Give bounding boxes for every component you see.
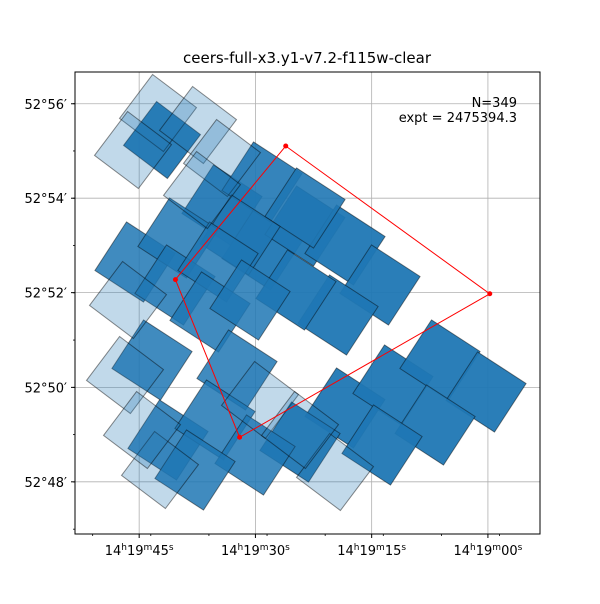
exposure-tile [88, 260, 168, 340]
exposure-tile [220, 360, 300, 440]
x-tick-label: 14h19m30s [221, 543, 290, 559]
exposure-tile [85, 335, 165, 415]
chart-title: ceers-full-x3.y1-v7.2-f115w-clear [183, 49, 432, 67]
x-tick-label: 14h19m45s [105, 543, 174, 559]
footprint-vertex [237, 434, 243, 440]
exposure-tile [111, 319, 193, 401]
y-tick-label: 52°48′ [24, 476, 67, 491]
exposure-tile [162, 150, 242, 230]
exposure-tile [182, 118, 262, 198]
y-tick-label: 52°56′ [24, 98, 67, 113]
footprint-vertex [487, 291, 493, 297]
exposure-tile [120, 430, 200, 510]
exposure-tile [118, 73, 198, 153]
x-axis-ticks: 14h19m45s 14h19m30s 14h19m15s 14h19m00s [92, 534, 523, 559]
y-axis-ticks: 52°56′ 52°54′ 52°52′ 52°50′ 52°48′ [24, 98, 75, 530]
y-tick-label: 52°54′ [24, 192, 67, 207]
x-tick-label: 14h19m00s [453, 543, 522, 559]
exposure-tile [260, 390, 340, 470]
y-tick-label: 52°52′ [24, 287, 67, 302]
exposure-tile [154, 429, 236, 511]
plot-frame [74, 71, 541, 535]
exposure-tile [214, 414, 296, 496]
footprint-vertex [172, 277, 178, 283]
exposure-tile [341, 404, 423, 486]
exposure-tile [93, 110, 173, 190]
exposure-tile [158, 85, 238, 165]
y-tick-label: 52°50′ [24, 381, 67, 396]
exposure-tile [209, 259, 291, 341]
exposure-tile [122, 100, 202, 180]
x-tick-label: 14h19m15s [337, 543, 406, 559]
footprint-vertex [283, 143, 289, 149]
exposure-tile [264, 167, 346, 249]
count-annotation: N=349 [472, 96, 517, 111]
exposure-tile [295, 432, 375, 512]
exposure-tile [102, 390, 182, 470]
exposure-time-annotation: expt = 2475394.3 [399, 111, 517, 126]
footprint-outline [172, 143, 493, 440]
